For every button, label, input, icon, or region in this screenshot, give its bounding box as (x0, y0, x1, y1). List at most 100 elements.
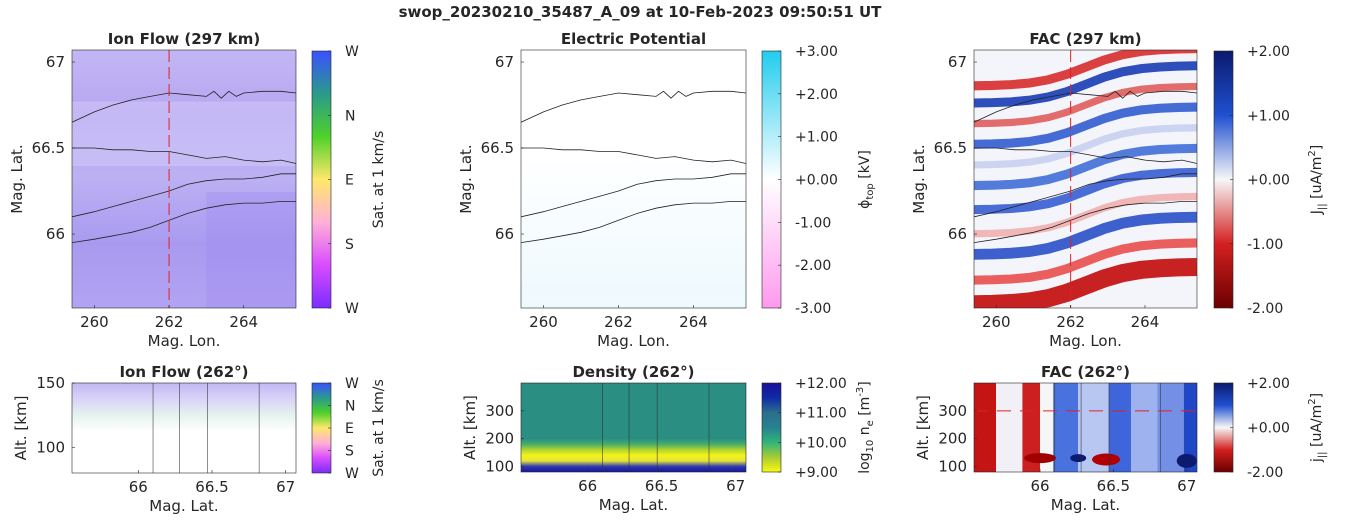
axes-frame (973, 382, 1198, 473)
x-tick-label: 260 (982, 313, 1011, 331)
axes-frame (520, 49, 747, 309)
colorbar-tick-label: W (345, 376, 359, 392)
colorbar-tick-label: +3.00 (795, 44, 838, 60)
chart-density_profile: 66 66.5 67 100 200 300 Density (262°) Mag. Lat.… (461, 363, 876, 514)
y-tick-label: 67 (495, 53, 514, 71)
colorbar-label: Sat. at 1 km/s (371, 131, 387, 229)
colorbar-tick-label: +11.00 (795, 406, 847, 422)
colorbar-label: Sat. at 1 km/s (371, 379, 387, 477)
chart-title: FAC (262°) (1041, 363, 1130, 381)
y-tick-label: 67 (948, 53, 967, 71)
field-shading (521, 153, 746, 308)
arc-boundary-line (72, 173, 296, 218)
colorbar-gradient (762, 383, 781, 472)
y-tick-label: 66 (495, 225, 514, 243)
y-axis-label: Mag. Lat. (8, 144, 26, 213)
colorbar-gradient (762, 51, 781, 308)
x-axis-label: Mag. Lon. (597, 332, 670, 350)
x-axis-label: Mag. Lat. (149, 497, 218, 515)
colorbar-ion_flow_map: W N E S W Sat. at 1 km/s (311, 44, 387, 317)
plot-area-fac_map (974, 50, 1197, 308)
plot-area-density_profile (521, 383, 746, 472)
y-axis-label: Alt. [km] (461, 395, 479, 460)
y-tick-label: 100 (938, 457, 967, 475)
colorbar-tick-label: +1.00 (795, 130, 838, 146)
chart-title: Density (262°) (572, 363, 694, 381)
colorbar-tick-label: E (345, 173, 354, 189)
fac-band (974, 50, 1197, 91)
colorbar-tick-label: +2.00 (1247, 44, 1290, 60)
x-tick-label: 260 (80, 313, 109, 331)
y-axis-label: Alt. [km] (12, 396, 30, 461)
chart-title: Electric Potential (561, 30, 706, 48)
plot-area-ion_flow_profile (72, 383, 296, 473)
colorbar-tick-label: W (345, 466, 359, 482)
colorbar-tick-label: +12.00 (795, 376, 847, 392)
colorbar-tick-label: +9.00 (795, 465, 838, 481)
x-tick-label: 262 (155, 313, 184, 331)
field-band (72, 101, 296, 167)
fac-blob (1092, 453, 1121, 466)
colorbar-fac_profile: +2.00 +0.00 -2.00 j|| [uA/m2] (1213, 376, 1328, 481)
fac-blob (1024, 453, 1057, 464)
chart-title: Ion Flow (297 km) (108, 30, 260, 48)
colorbar-tick-label: +0.00 (1247, 173, 1290, 189)
chart-fac_map: 260 262 264 66 66.5 67 FAC (297 km) Mag. Lon. Ma… (910, 30, 1328, 350)
x-tick-label: 67 (276, 478, 295, 496)
colorbar-tick-label: +1.00 (1247, 108, 1290, 124)
colorbar-potential_map: +3.00 +2.00 +1.00 +0.00 -1.00 -2.00 -3.00 ϕtop … (761, 44, 876, 317)
y-tick-label: 100 (36, 438, 65, 456)
arc-boundary-line (521, 173, 746, 218)
chart-ion_flow_profile: 66 66.5 67 100 150 Ion Flow (262°) Mag. Lat. Al… (12, 363, 387, 515)
fac-band (974, 238, 1197, 285)
colorbar-tick-label: -1.00 (795, 215, 831, 231)
fac-band (974, 124, 1197, 169)
field-band (206, 191, 296, 308)
chart-potential_map: 260 262 264 66 66.5 67 Electric Potential Mag. … (457, 30, 876, 350)
y-axis-label: Mag. Lat. (910, 144, 928, 213)
y-tick-label: 150 (36, 374, 65, 392)
y-tick-label: 300 (485, 402, 514, 420)
fac-band (974, 167, 1197, 215)
y-axis-label: Mag. Lat. (457, 144, 475, 213)
x-tick-label: 66 (129, 478, 148, 496)
colorbar-tick-label: S (345, 237, 354, 253)
colorbar-fac_map: +2.00 +1.00 +0.00 -1.00 -2.00 J|| [uA/m2] (1213, 44, 1328, 317)
colorbar-tick-label: E (345, 421, 354, 437)
x-tick-label: 264 (229, 313, 258, 331)
chart-title: Ion Flow (262°) (119, 363, 248, 381)
field-shading (521, 438, 746, 472)
fac-band (974, 258, 1197, 308)
colorbar-label: J|| [uA/m2] (1307, 145, 1328, 215)
figure-title: swop_20230210_35487_A_09 at 10-Feb-2023 … (399, 3, 883, 21)
colorbar-gradient (1214, 383, 1233, 472)
colorbar-tick-label: +2.00 (1247, 376, 1290, 392)
fac-column (1183, 383, 1197, 472)
fac-column (974, 383, 997, 472)
colorbar-tick-label: -1.00 (1247, 237, 1283, 253)
colorbar-tick-label: N (345, 399, 355, 415)
colorbar-gradient (312, 383, 331, 473)
x-tick-label: 66.5 (195, 478, 228, 496)
axes-frame (973, 49, 1198, 309)
x-axis-label: Mag. Lat. (1051, 496, 1120, 514)
x-tick-label: 66.5 (645, 477, 678, 495)
colorbar-gradient (312, 51, 331, 308)
colorbar-tick-label: -2.00 (1247, 465, 1283, 481)
axes-frame (520, 382, 747, 473)
colorbar-tick-label: W (345, 44, 359, 60)
y-tick-label: 67 (46, 53, 65, 71)
colorbar-label: log10 ne [m-3] (855, 381, 876, 474)
y-tick-label: 66.5 (481, 139, 514, 157)
arc-boundary-line (72, 147, 296, 164)
arc-boundary-line (72, 201, 296, 243)
arc-boundary-line (974, 201, 1197, 243)
arc-boundary-line (974, 147, 1197, 164)
fac-band (974, 143, 1197, 191)
plot-area-fac_profile (974, 383, 1197, 472)
fac-blob (1070, 454, 1087, 463)
field-shading (72, 383, 296, 432)
colorbar-tick-label: -3.00 (795, 301, 831, 317)
